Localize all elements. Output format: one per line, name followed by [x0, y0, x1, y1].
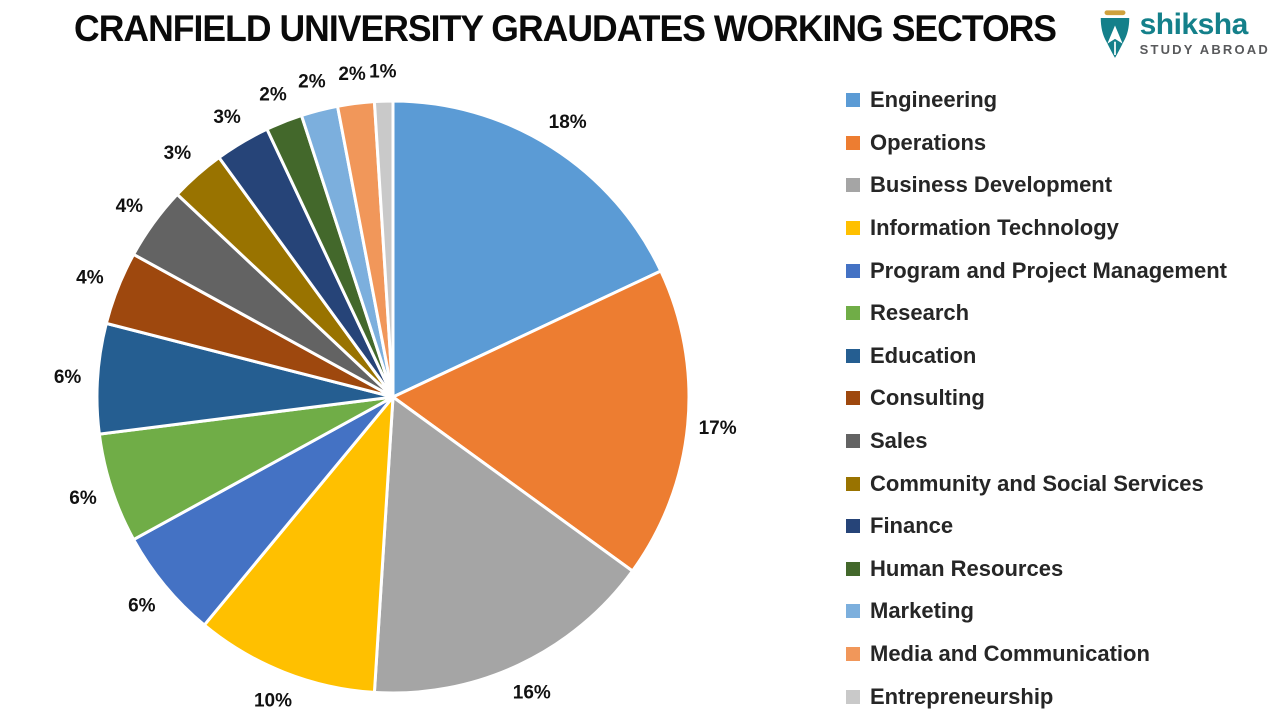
legend-label: Consulting [870, 385, 985, 411]
legend-swatch-icon [846, 135, 860, 150]
pie-label-information-technology: 10% [254, 691, 292, 712]
chart-title: CRANFIELD UNIVERSITY GRAUDATES WORKING S… [74, 8, 1057, 49]
pie-label-education: 6% [54, 367, 82, 388]
legend-item-community-and-social-services: Community and Social Services [846, 462, 1227, 505]
pie-slice-business-development [372, 395, 634, 695]
pie-label-program-and-project-management: 6% [128, 595, 156, 616]
legend-item-media-and-communication: Media and Communication [846, 633, 1227, 676]
legend-item-engineering: Engineering [846, 79, 1227, 122]
legend-label: Business Development [870, 172, 1113, 198]
legend-label: Education [870, 342, 977, 368]
pie-label-operations: 17% [699, 418, 737, 439]
pie-label-marketing: 2% [298, 72, 326, 93]
pie-label-finance: 3% [213, 107, 241, 128]
legend-item-sales: Sales [846, 420, 1227, 463]
legend-label: Information Technology [870, 215, 1119, 241]
legend-swatch-icon [846, 647, 860, 662]
legend-item-information-technology: Information Technology [846, 207, 1227, 250]
legend-item-operations: Operations [846, 122, 1227, 165]
pie-slice-marketing [300, 104, 395, 399]
legend-swatch-icon [846, 434, 860, 449]
shiksha-logo: shiksha STUDY ABROAD [1096, 10, 1270, 62]
legend-item-marketing: Marketing [846, 590, 1227, 633]
pie-label-business-development: 16% [513, 683, 551, 704]
pen-nib-icon [1100, 10, 1129, 58]
legend-swatch-icon [846, 348, 860, 363]
legend-label: Operations [870, 129, 987, 155]
logo-tagline: STUDY ABROAD [1139, 42, 1270, 57]
legend-swatch-icon [846, 306, 860, 321]
pie-slice-community-and-social-services [175, 156, 395, 399]
legend-label: Finance [870, 513, 954, 539]
pie-label-human-resources: 2% [259, 84, 287, 105]
legend-swatch-icon [846, 561, 860, 576]
pie-slice-entrepreneurship [372, 99, 395, 399]
pie-slice-media-and-communication [336, 100, 395, 399]
legend-label: Human Resources [870, 555, 1064, 581]
legend-swatch-icon [846, 476, 860, 491]
legend-label: Program and Project Management [870, 257, 1227, 283]
legend-swatch-icon [846, 221, 860, 236]
pie-slice-program-and-project-management [132, 395, 395, 627]
pie-label-entrepreneurship: 1% [369, 62, 397, 83]
legend-item-human-resources: Human Resources [846, 548, 1227, 591]
pie-label-media-and-communication: 2% [338, 64, 366, 85]
legend-item-research: Research [846, 292, 1227, 335]
legend-item-entrepreneurship: Entrepreneurship [846, 675, 1227, 718]
legend: Engineering Operations Business Developmen… [846, 79, 1227, 718]
legend-swatch-icon [846, 263, 860, 278]
pie-label-sales: 4% [116, 196, 144, 217]
pie-slice-information-technology [202, 395, 395, 694]
legend-swatch-icon [846, 689, 860, 704]
pie-label-community-and-social-services: 3% [164, 143, 192, 164]
legend-item-business-development: Business Development [846, 164, 1227, 207]
legend-label: Research [870, 300, 970, 326]
pie-label-engineering: 18% [549, 112, 587, 133]
legend-item-finance: Finance [846, 505, 1227, 548]
legend-item-education: Education [846, 335, 1227, 378]
pie-slice-human-resources [265, 113, 395, 399]
logo-brand: shiksha [1139, 8, 1249, 41]
pie-slice-research [97, 395, 395, 542]
pie-slice-education [95, 321, 395, 436]
pie-slice-engineering [391, 99, 663, 399]
legend-label: Engineering [870, 87, 998, 113]
legend-swatch-icon [846, 391, 860, 406]
legend-item-program-and-project-management: Program and Project Management [846, 249, 1227, 292]
pie-slice-sales [132, 192, 395, 399]
legend-label: Community and Social Services [870, 470, 1204, 496]
legend-swatch-icon [846, 604, 860, 619]
legend-label: Sales [870, 428, 928, 454]
pie-label-research: 6% [69, 488, 97, 509]
legend-swatch-icon [846, 519, 860, 534]
legend-label: Marketing [870, 598, 974, 624]
legend-item-consulting: Consulting [846, 377, 1227, 420]
legend-label: Media and Communication [870, 641, 1150, 667]
pie-label-consulting: 4% [76, 268, 104, 289]
pie-slice-consulting [104, 252, 395, 399]
legend-swatch-icon [846, 93, 860, 108]
pie-slice-operations [391, 269, 691, 573]
pie-slice-finance [217, 127, 395, 399]
legend-label: Entrepreneurship [870, 683, 1054, 709]
legend-swatch-icon [846, 178, 860, 193]
logo-text: shiksha STUDY ABROAD [1139, 8, 1270, 57]
